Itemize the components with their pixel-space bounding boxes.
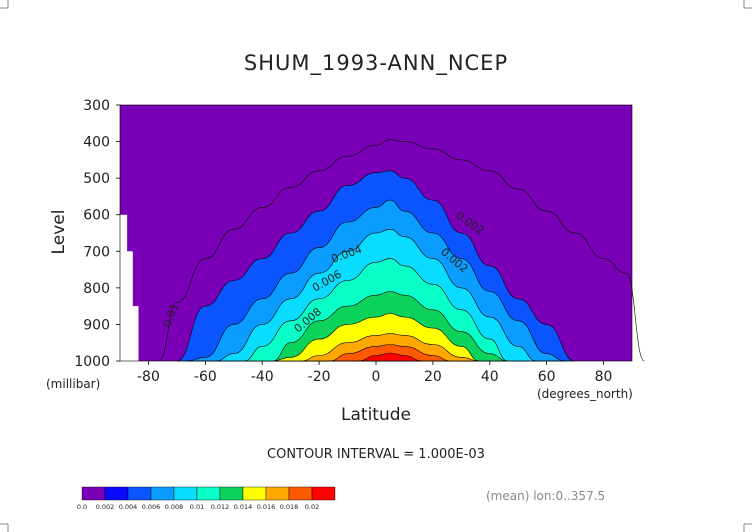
y-axis: 300 400 500 600 700 800 900 1000	[74, 98, 120, 370]
y-tick-label: 1000	[74, 354, 110, 370]
x-tick-label: -80	[137, 369, 160, 385]
x-tick-label: -20	[308, 369, 331, 385]
legend-label: 0.002	[96, 503, 115, 511]
legend-swatch	[127, 486, 152, 501]
y-tick-label: 300	[83, 98, 110, 114]
legend-swatch	[104, 486, 129, 501]
contour-line-0.002	[158, 139, 645, 362]
x-tick-label: 80	[595, 369, 613, 385]
legend-label: 0.008	[165, 503, 184, 511]
x-tick-label: -40	[251, 369, 274, 385]
y-axis-unit: (millibar)	[46, 377, 100, 391]
legend-label: 0.0	[77, 503, 87, 511]
mean-longitude-note: (mean) lon:0..357.5	[486, 489, 605, 503]
legend-label: 0.016	[257, 503, 276, 511]
x-axis: -80 -60 -40 -20 0 20 40 60 80	[137, 361, 612, 385]
legend-label: 0.004	[119, 503, 138, 511]
x-tick-label: 40	[481, 369, 499, 385]
color-legend: 0.0 0.002 0.004 0.006 0.008 0.01 0.012 0.014 0.0…	[77, 486, 336, 511]
y-tick-label: 700	[83, 244, 110, 260]
legend-swatch	[150, 486, 175, 501]
legend-swatch	[265, 486, 290, 501]
y-axis-label: Level	[49, 210, 69, 255]
y-tick-label: 600	[83, 208, 110, 224]
contour-interval-text: CONTOUR INTERVAL = 1.000E-03	[267, 447, 485, 462]
legend-swatch	[288, 486, 313, 501]
y-tick-label: 800	[83, 281, 110, 297]
x-tick-label: -60	[194, 369, 217, 385]
contour-fill-10	[357, 352, 423, 362]
legend-swatch	[219, 486, 244, 501]
x-tick-label: 0	[372, 369, 381, 385]
legend-label: 0.01	[190, 503, 204, 511]
legend-label: 0.018	[280, 503, 299, 511]
legend-swatch	[311, 486, 336, 501]
legend-label: 0.02	[305, 503, 319, 511]
y-tick-label: 400	[83, 135, 110, 151]
x-axis-unit: (degrees_north)	[537, 387, 633, 401]
legend-label: 0.006	[142, 503, 161, 511]
x-tick-label: 20	[424, 369, 442, 385]
y-tick-label: 900	[83, 317, 110, 333]
y-tick-label: 500	[83, 171, 110, 187]
chart-title: SHUM_1993-ANN_NCEP	[244, 51, 508, 76]
x-tick-label: 60	[538, 369, 556, 385]
legend-label: 0.012	[211, 503, 230, 511]
legend-swatch	[196, 486, 221, 501]
x-axis-label: Latitude	[341, 405, 411, 425]
missing-data-region	[120, 214, 139, 361]
legend-swatch	[81, 486, 106, 501]
legend-label: 0.014	[234, 503, 253, 511]
legend-swatch	[173, 486, 198, 501]
legend-swatch	[242, 486, 267, 501]
